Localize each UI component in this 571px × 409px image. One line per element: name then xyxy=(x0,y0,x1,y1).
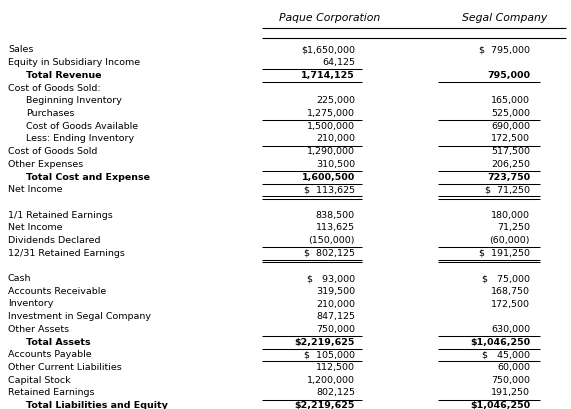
Text: Cash: Cash xyxy=(8,274,31,283)
Text: 172,500: 172,500 xyxy=(491,135,530,144)
Text: $2,219,625: $2,219,625 xyxy=(295,401,355,409)
Text: Total Liabilities and Equity: Total Liabilities and Equity xyxy=(26,401,168,409)
Text: 1,275,000: 1,275,000 xyxy=(307,109,355,118)
Text: 1,200,000: 1,200,000 xyxy=(307,376,355,385)
Text: 1,500,000: 1,500,000 xyxy=(307,122,355,131)
Text: Investment in Segal Company: Investment in Segal Company xyxy=(8,312,151,321)
Text: Total Assets: Total Assets xyxy=(26,337,91,346)
Text: Retained Earnings: Retained Earnings xyxy=(8,389,94,398)
Text: 517,500: 517,500 xyxy=(491,147,530,156)
Text: $   93,000: $ 93,000 xyxy=(307,274,355,283)
Text: 191,250: 191,250 xyxy=(491,389,530,398)
Text: 750,000: 750,000 xyxy=(316,325,355,334)
Text: 172,500: 172,500 xyxy=(491,299,530,308)
Text: Sales: Sales xyxy=(8,45,33,54)
Text: Beginning Inventory: Beginning Inventory xyxy=(26,96,122,105)
Text: Inventory: Inventory xyxy=(8,299,53,308)
Text: 319,500: 319,500 xyxy=(316,287,355,296)
Text: $1,650,000: $1,650,000 xyxy=(301,45,355,54)
Text: 802,125: 802,125 xyxy=(316,389,355,398)
Text: Cost of Goods Available: Cost of Goods Available xyxy=(26,122,138,131)
Text: (60,000): (60,000) xyxy=(489,236,530,245)
Text: $  191,250: $ 191,250 xyxy=(479,249,530,258)
Text: Purchases: Purchases xyxy=(26,109,74,118)
Text: 210,000: 210,000 xyxy=(316,299,355,308)
Text: $  795,000: $ 795,000 xyxy=(479,45,530,54)
Text: Capital Stock: Capital Stock xyxy=(8,376,71,385)
Text: 210,000: 210,000 xyxy=(316,135,355,144)
Text: (150,000): (150,000) xyxy=(308,236,355,245)
Text: 206,250: 206,250 xyxy=(491,160,530,169)
Text: Total Cost and Expense: Total Cost and Expense xyxy=(26,173,150,182)
Text: 71,250: 71,250 xyxy=(497,223,530,232)
Text: 112,500: 112,500 xyxy=(316,363,355,372)
Text: $  71,250: $ 71,250 xyxy=(485,185,530,194)
Text: $   45,000: $ 45,000 xyxy=(482,350,530,359)
Text: Net Income: Net Income xyxy=(8,185,62,194)
Text: 723,750: 723,750 xyxy=(487,173,530,182)
Text: 690,000: 690,000 xyxy=(491,122,530,131)
Text: $2,219,625: $2,219,625 xyxy=(295,337,355,346)
Text: $   75,000: $ 75,000 xyxy=(482,274,530,283)
Text: 795,000: 795,000 xyxy=(487,71,530,80)
Text: Cost of Goods Sold: Cost of Goods Sold xyxy=(8,147,98,156)
Text: Total Revenue: Total Revenue xyxy=(26,71,102,80)
Text: 847,125: 847,125 xyxy=(316,312,355,321)
Text: 1/1 Retained Earnings: 1/1 Retained Earnings xyxy=(8,211,112,220)
Text: 1,290,000: 1,290,000 xyxy=(307,147,355,156)
Text: Other Expenses: Other Expenses xyxy=(8,160,83,169)
Text: Accounts Payable: Accounts Payable xyxy=(8,350,91,359)
Text: $  113,625: $ 113,625 xyxy=(304,185,355,194)
Text: 180,000: 180,000 xyxy=(491,211,530,220)
Text: 630,000: 630,000 xyxy=(491,325,530,334)
Text: Less: Ending Inventory: Less: Ending Inventory xyxy=(26,135,134,144)
Text: 12/31 Retained Earnings: 12/31 Retained Earnings xyxy=(8,249,125,258)
Text: 60,000: 60,000 xyxy=(497,363,530,372)
Text: 525,000: 525,000 xyxy=(491,109,530,118)
Text: $  802,125: $ 802,125 xyxy=(304,249,355,258)
Text: Segal Company: Segal Company xyxy=(463,13,548,23)
Text: 168,750: 168,750 xyxy=(491,287,530,296)
Text: $1,046,250: $1,046,250 xyxy=(470,401,530,409)
Text: 1,600,500: 1,600,500 xyxy=(301,173,355,182)
Text: 64,125: 64,125 xyxy=(322,58,355,67)
Text: 750,000: 750,000 xyxy=(491,376,530,385)
Text: 225,000: 225,000 xyxy=(316,96,355,105)
Text: Net Income: Net Income xyxy=(8,223,62,232)
Text: 113,625: 113,625 xyxy=(316,223,355,232)
Text: Dividends Declared: Dividends Declared xyxy=(8,236,100,245)
Text: 1,714,125: 1,714,125 xyxy=(301,71,355,80)
Text: Other Assets: Other Assets xyxy=(8,325,69,334)
Text: Cost of Goods Sold:: Cost of Goods Sold: xyxy=(8,83,100,92)
Text: $1,046,250: $1,046,250 xyxy=(470,337,530,346)
Text: Other Current Liabilities: Other Current Liabilities xyxy=(8,363,122,372)
Text: 310,500: 310,500 xyxy=(316,160,355,169)
Text: $  105,000: $ 105,000 xyxy=(304,350,355,359)
Text: 838,500: 838,500 xyxy=(316,211,355,220)
Text: 165,000: 165,000 xyxy=(491,96,530,105)
Text: Equity in Subsidiary Income: Equity in Subsidiary Income xyxy=(8,58,140,67)
Text: Accounts Receivable: Accounts Receivable xyxy=(8,287,106,296)
Text: Paque Corporation: Paque Corporation xyxy=(279,13,381,23)
